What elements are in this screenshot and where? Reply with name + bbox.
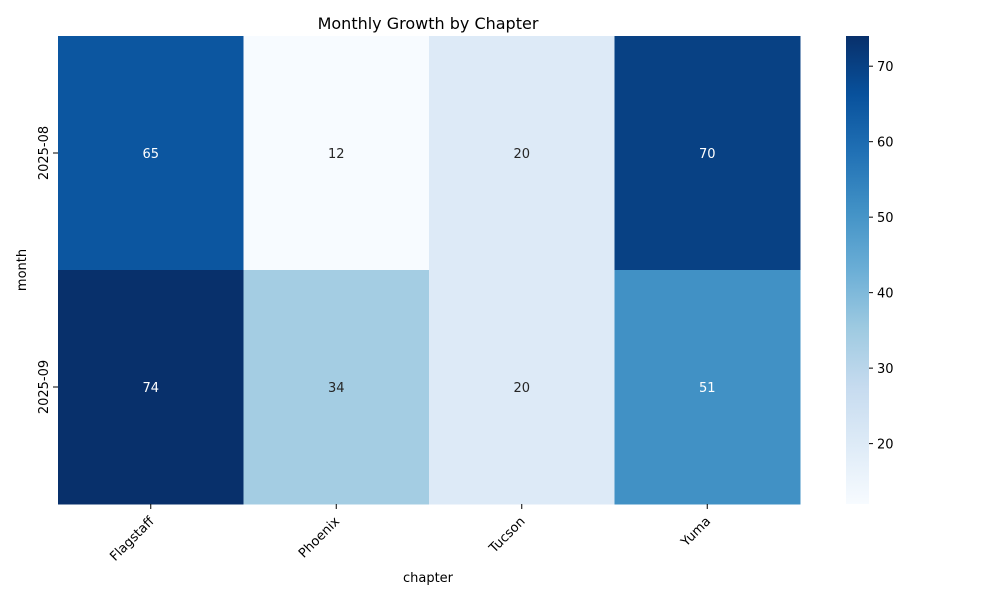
heatmap-cell — [614, 270, 801, 505]
colorbar-tick-label: 20 — [877, 438, 894, 453]
heatmap-cell — [243, 270, 430, 505]
y-axis: 2025-08 2025-09 — [37, 126, 58, 414]
colorbar-tick-label: 60 — [877, 136, 894, 151]
x-tick-label: Yuma — [678, 514, 714, 550]
colorbar-tick-label: 50 — [877, 211, 894, 226]
cell-value-label: 12 — [328, 147, 345, 162]
cell-value-label: 65 — [142, 147, 159, 162]
cell-value-label: 20 — [513, 147, 530, 162]
heatmap-cell — [243, 36, 430, 271]
colorbar-gradient — [846, 36, 869, 504]
colorbar-tick-label: 70 — [877, 60, 894, 75]
chart-title: Monthly Growth by Chapter — [318, 14, 539, 33]
heatmap-cell — [58, 270, 244, 505]
y-tick-label: 2025-09 — [37, 360, 52, 414]
heatmap-cell — [614, 36, 801, 271]
cell-value-label: 70 — [699, 147, 716, 162]
colorbar-tick-label: 40 — [877, 287, 894, 302]
cell-value-label: 20 — [513, 381, 530, 396]
y-axis-label: month — [15, 249, 30, 291]
heatmap-cell — [429, 270, 615, 505]
cell-value-label: 74 — [142, 381, 159, 396]
colorbar-tick-label: 30 — [877, 362, 894, 377]
x-axis: Flagstaff Phoenix Tucson Yuma — [107, 504, 714, 565]
cell-value-label: 51 — [699, 381, 716, 396]
cell-value-label: 34 — [328, 381, 345, 396]
heatmap-cell — [58, 36, 244, 271]
heatmap-cell — [429, 36, 615, 271]
heatmap-cells: 65 12 20 70 74 34 20 51 — [58, 36, 801, 505]
x-axis-label: chapter — [403, 571, 454, 586]
colorbar: 20 30 40 50 60 70 — [846, 36, 894, 504]
x-tick-label: Tucson — [486, 514, 529, 557]
x-tick-label: Flagstaff — [107, 513, 158, 564]
y-tick-label: 2025-08 — [37, 126, 52, 180]
x-tick-label: Phoenix — [296, 514, 343, 561]
